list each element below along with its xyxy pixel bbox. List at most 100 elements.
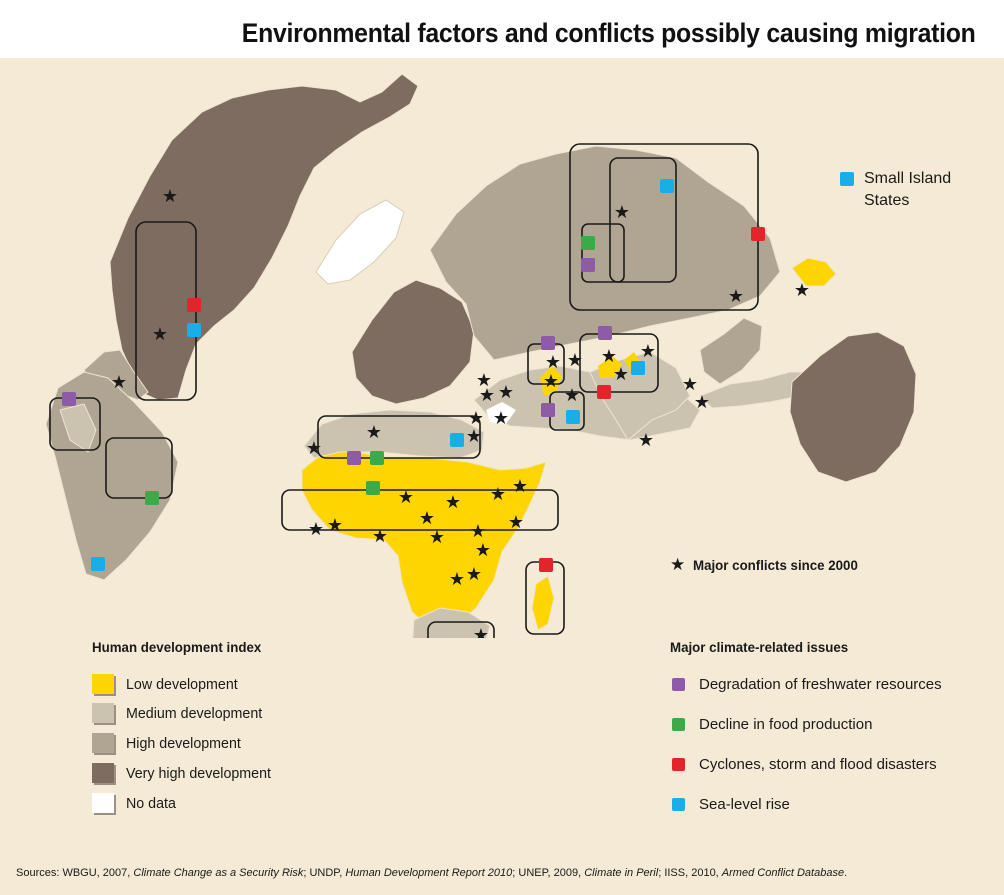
conflict-star: ★ (728, 286, 744, 307)
madagascar (531, 575, 555, 631)
red-square-icon (672, 757, 685, 771)
issue-legend-item: Sea-level rise (672, 793, 790, 815)
hdi-label: Very high development (126, 764, 271, 782)
sources-text: . (844, 867, 848, 879)
issue-label: Cyclones, storm and flood disasters (699, 755, 937, 773)
conflict-star: ★ (398, 487, 414, 508)
issue-markers (62, 179, 765, 572)
asia-low-patch-1 (540, 366, 562, 396)
marker-freshwater (581, 258, 595, 272)
marker-food (581, 236, 595, 250)
conflict-star: ★ (682, 374, 698, 395)
conflict-star: ★ (614, 202, 630, 223)
box-siberia (609, 157, 677, 283)
marker-food (145, 491, 159, 505)
conflict-star: ★ (111, 372, 127, 393)
hdi-legend-item: Low development (92, 673, 244, 695)
conflict-star: ★ (429, 527, 445, 548)
issue-label: Degradation of freshwater resources (699, 675, 942, 693)
purple-square-icon (672, 677, 685, 691)
southern-africa (412, 607, 491, 638)
hdi-label: High development (126, 734, 241, 752)
conflict-star: ★ (476, 370, 492, 391)
high-development-swatch (92, 733, 114, 753)
issue-legend-item: Degradation of freshwater resources (672, 673, 942, 695)
world-map: ★ ★ ★ ★ ★ ★ ★ ★ ★ ★ ★ ★ ★ ★ ★ ★ ★ ★ ★ ★ … (45, 73, 917, 638)
conflict-star: ★ (543, 371, 559, 392)
box-southern-africa (427, 621, 495, 638)
papua-low (791, 257, 837, 287)
conflict-star: ★ (613, 364, 629, 385)
conflict-star: ★ (794, 280, 810, 301)
north-america (109, 73, 419, 401)
conflict-star: ★ (152, 324, 168, 345)
conflict-star: ★ (327, 515, 343, 536)
box-sahel (281, 489, 559, 531)
marker-freshwater (62, 392, 76, 406)
marker-food (370, 451, 384, 465)
conflict-star: ★ (490, 484, 506, 505)
hdi-legend-item: Very high development (92, 762, 279, 784)
hdi-label: No data (126, 794, 176, 812)
issue-legend-item: Decline in food production (672, 713, 872, 735)
marker-sea-level (187, 323, 201, 337)
conflict-stars: ★ ★ ★ ★ ★ ★ ★ ★ ★ ★ ★ ★ ★ ★ ★ ★ ★ ★ ★ ★ … (111, 186, 810, 638)
sources-text: ; UNEP, 2009, (512, 867, 585, 879)
source-title: Human Development Report 2010 (345, 867, 513, 879)
box-north-africa (317, 415, 481, 459)
low-development-swatch (92, 674, 114, 694)
source-title: Climate Change as a Security Risk (133, 867, 304, 879)
conflict-star: ★ (498, 382, 514, 403)
hdi-legend-item: High development (92, 732, 247, 754)
marker-cyclone (597, 385, 611, 399)
medium-development-swatch (92, 703, 114, 723)
conflict-star: ★ (601, 346, 617, 367)
conflict-star: ★ (479, 385, 495, 406)
marker-cyclone (751, 227, 765, 241)
conflict-star: ★ (372, 526, 388, 547)
conflict-star: ★ (493, 408, 509, 429)
europe (351, 279, 475, 405)
conflict-star: ★ (694, 392, 710, 413)
marker-sea-level (450, 433, 464, 447)
marker-sea-level (631, 361, 645, 375)
sources-text: ; UNDP, (303, 867, 346, 879)
southeast-asia (699, 317, 763, 385)
hdi-legend-title: Human development index (92, 639, 262, 655)
conflict-star: ★ (466, 564, 482, 585)
conflict-star: ★ (308, 519, 324, 540)
issue-label: Sea-level rise (699, 795, 790, 813)
conflicts-label: Major conflicts since 2000 (693, 556, 859, 573)
marker-sea-level (566, 410, 580, 424)
south-america-medium (59, 403, 97, 453)
conflict-star: ★ (419, 508, 435, 529)
title-bar: Environmental factors and conflicts poss… (0, 0, 1004, 58)
conflict-star: ★ (449, 569, 465, 590)
no-data-patch (486, 402, 516, 424)
conflict-star: ★ (466, 426, 482, 447)
australia (789, 331, 917, 483)
issue-label: Decline in food production (699, 715, 873, 733)
russia-asia (429, 145, 781, 361)
conflict-star: ★ (162, 186, 178, 207)
box-amazon (105, 437, 173, 499)
marker-freshwater (598, 326, 612, 340)
green-square-icon (672, 717, 685, 731)
conflict-star: ★ (306, 438, 322, 459)
issues-legend-title: Major climate-related issues (670, 639, 849, 655)
marker-sea-level (660, 179, 674, 193)
conflict-star: ★ (475, 540, 491, 561)
small-island-states-label: Small Island States (864, 170, 952, 209)
hdi-legend-item: No data (92, 792, 179, 814)
conflict-star: ★ (545, 352, 561, 373)
map-title: Environmental factors and conflicts poss… (242, 18, 976, 48)
hdi-label: Low development (126, 675, 238, 693)
issue-legend-item: Cyclones, storm and flood disasters (672, 753, 937, 775)
blue-square-icon (672, 797, 685, 811)
conflict-star: ★ (366, 422, 382, 443)
north-africa (303, 409, 485, 459)
conflict-star: ★ (508, 512, 524, 533)
very-high-development-swatch (92, 763, 114, 783)
no-data-swatch (92, 793, 114, 813)
small-island-states-legend: Small Island States (840, 168, 974, 212)
